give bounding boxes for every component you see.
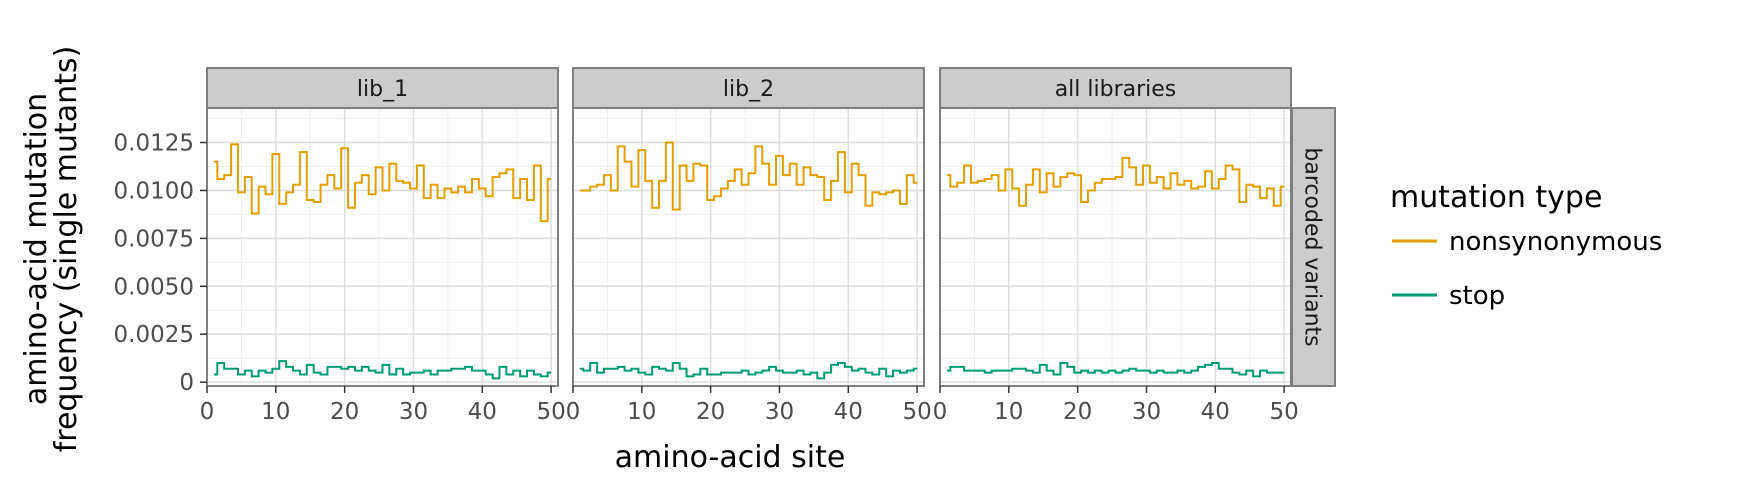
facet-strip — [206, 67, 559, 109]
y-tick-label: 0 — [179, 370, 194, 396]
axes: 0 10 20 30 40 50 0 10 20 30 40 50 0 10 20 30 40 5000.0025… — [19, 46, 1299, 475]
x-tick-label: 10 — [994, 399, 1023, 425]
x-tick-label: 50 — [1269, 399, 1298, 425]
row-strip-box — [1291, 107, 1336, 387]
x-tick-label: 30 — [399, 399, 428, 425]
legend-entry-nonsynonymous: nonsynonymous — [1392, 227, 1662, 257]
facet-strip — [939, 67, 1292, 109]
row-strip: barcoded variants — [1291, 107, 1336, 387]
panel-lib_2: lib_2 — [572, 67, 925, 387]
y-tick-label: 0.0050 — [114, 274, 194, 300]
panel-background — [940, 108, 1291, 386]
panel-all-libraries: all libraries — [939, 67, 1292, 387]
x-tick-label: 40 — [834, 399, 863, 425]
x-tick-label: 50 — [536, 399, 565, 425]
series-nonsynonymous-line — [579, 141, 918, 211]
series-stop-line — [213, 360, 552, 380]
x-tick-label: 20 — [330, 399, 359, 425]
panel-background — [207, 108, 558, 386]
x-tick-label: 20 — [1063, 399, 1092, 425]
x-tick-label: 30 — [765, 399, 794, 425]
facet-strip-label: lib_1 — [357, 77, 408, 102]
y-tick-label: 0.0075 — [114, 226, 194, 252]
facet-strip-label: lib_2 — [723, 77, 774, 102]
x-axis-title: amino-acid site — [615, 440, 846, 475]
facet-strip-label: all libraries — [1055, 77, 1177, 102]
legend: mutation type nonsynonymous stop — [1390, 180, 1662, 311]
series-stop-line — [579, 361, 918, 380]
y-axis-title-line: frequency (single mutants) — [49, 46, 84, 453]
row-strip-label: barcoded variants — [1300, 147, 1325, 346]
legend-label: nonsynonymous — [1449, 227, 1662, 257]
legend-title: mutation type — [1390, 180, 1602, 215]
panel-lib_1: lib_1 — [206, 67, 559, 387]
y-tick-label: 0.0125 — [114, 131, 194, 157]
panel-background — [573, 108, 924, 386]
x-tick-label: 0 — [200, 399, 215, 425]
series-nonsynonymous-line — [946, 156, 1285, 207]
x-tick-label: 30 — [1132, 399, 1161, 425]
legend-label: stop — [1449, 281, 1505, 311]
y-tick-label: 0.0100 — [114, 178, 194, 204]
x-tick-label: 40 — [1201, 399, 1230, 425]
x-tick-label: 0 — [933, 399, 948, 425]
legend-entry-stop: stop — [1392, 281, 1505, 311]
y-axis-title: amino-acid mutationfrequency (single mut… — [19, 46, 84, 453]
y-tick-label: 0.0025 — [114, 322, 194, 348]
facet-panels: lib_1 lib_2 all libraries — [206, 67, 1292, 387]
x-tick-label: 40 — [468, 399, 497, 425]
x-tick-label: 20 — [696, 399, 725, 425]
x-tick-label: 10 — [627, 399, 656, 425]
series-stop-line — [946, 361, 1285, 378]
x-tick-label: 10 — [261, 399, 290, 425]
x-tick-label: 0 — [566, 399, 581, 425]
y-axis-title-line: amino-acid mutation — [19, 93, 54, 405]
facet-strip — [572, 67, 925, 109]
x-tick-label: 50 — [902, 399, 931, 425]
series-nonsynonymous-line — [213, 143, 552, 223]
